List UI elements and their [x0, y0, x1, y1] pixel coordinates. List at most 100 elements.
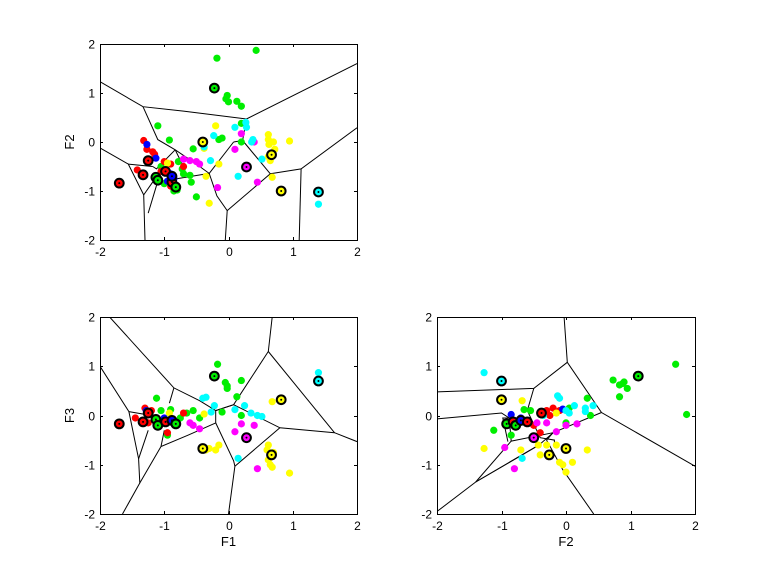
voronoi-edge	[215, 422, 236, 514]
data-point-cyan	[480, 369, 488, 377]
y-tick-label: -2	[421, 508, 432, 522]
data-point-red	[131, 414, 139, 422]
data-point-green	[237, 102, 245, 110]
data-point-yellow	[517, 446, 525, 454]
data-point-green	[237, 376, 245, 385]
data-point-green	[520, 405, 528, 414]
data-point-red	[536, 429, 544, 437]
data-point-magenta	[562, 421, 570, 429]
data-point-cyan	[258, 155, 266, 163]
ticks: -2 -1 0 1 2 -2 -1 0 1 2	[84, 38, 361, 260]
data-point-magenta	[543, 419, 551, 427]
voronoi-edge	[437, 412, 602, 442]
data-point-green	[223, 384, 231, 393]
data-point-magenta	[195, 425, 204, 433]
y-tick-label: -1	[84, 459, 95, 473]
data-point-green	[213, 54, 221, 62]
data-point-yellow	[163, 159, 172, 167]
data-point-magenta	[552, 428, 560, 436]
data-point-red	[546, 411, 554, 420]
voronoi-edge	[160, 430, 165, 447]
data-points	[480, 360, 691, 476]
y-axis-label: F2	[62, 134, 77, 149]
voronoi-edge	[234, 427, 281, 467]
x-tick-label: 2	[354, 519, 361, 533]
data-point-green	[586, 411, 595, 420]
data-point-green	[619, 379, 627, 388]
data-point-cyan	[247, 409, 255, 417]
data-point-yellow	[559, 461, 567, 469]
x-tick-label: -2	[432, 519, 443, 533]
y-tick-label: -1	[84, 185, 95, 199]
data-point-cyan	[555, 394, 564, 402]
data-point-blue	[507, 410, 515, 419]
data-point-green	[623, 384, 631, 393]
data-point-green	[252, 46, 260, 54]
plot-area	[100, 317, 357, 514]
y-tick-label: -1	[421, 459, 432, 473]
x-tick-label: 1	[628, 519, 635, 533]
voronoi-edge	[242, 140, 271, 175]
voronoi-edge	[563, 317, 695, 467]
data-point-yellow	[480, 444, 488, 453]
data-point-magenta	[231, 145, 239, 153]
centroids	[113, 370, 324, 461]
data-point-green	[157, 406, 165, 415]
data-point-green	[237, 411, 245, 420]
x-tick-label: 2	[354, 245, 361, 259]
data-point-red	[163, 429, 172, 437]
y-tick-label: 1	[88, 87, 95, 101]
y-tick-label: -2	[84, 234, 95, 248]
data-point-green	[152, 394, 161, 402]
x-tick-label: 0	[226, 519, 233, 533]
voronoi-edge	[139, 410, 217, 484]
data-point-green	[507, 431, 515, 439]
data-point-yellow	[268, 398, 276, 406]
data-point-blue	[143, 140, 151, 149]
y-axis-label: F3	[62, 408, 77, 423]
axes-frame	[100, 44, 358, 241]
x-tick-label: 2	[692, 519, 699, 533]
data-point-magenta	[501, 443, 509, 452]
data-point-yellow	[568, 458, 577, 466]
data-point-yellow	[205, 199, 213, 207]
data-point-yellow	[165, 409, 173, 417]
data-point-cyan	[242, 123, 251, 131]
x-tick-label: 0	[226, 245, 233, 259]
voronoi-edge	[168, 387, 175, 404]
data-point-yellow	[212, 122, 220, 130]
data-point-green	[683, 410, 691, 419]
data-point-yellow	[552, 409, 560, 417]
data-point-yellow	[268, 463, 276, 471]
x-axis-label: F1	[221, 534, 236, 549]
voronoi-edges	[437, 317, 695, 514]
x-tick-label: 1	[290, 519, 297, 533]
voronoi-edge	[152, 149, 176, 170]
data-point-yellow	[215, 441, 223, 449]
data-point-magenta	[231, 428, 239, 436]
data-point-magenta	[510, 465, 518, 473]
data-point-cyan	[231, 405, 239, 414]
data-point-green	[189, 145, 197, 153]
subplot-f2-f3: -2 -1 0 1 2 -2 -1 0 1 2 F2	[421, 311, 699, 550]
data-point-green	[490, 426, 498, 434]
voronoi-edge	[208, 141, 234, 174]
data-point-cyan	[231, 123, 239, 131]
x-tick-label: -2	[95, 519, 106, 533]
data-point-yellow	[583, 446, 591, 454]
data-point-green	[233, 97, 241, 105]
data-point-blue	[152, 154, 160, 162]
y-tick-label: 2	[425, 311, 432, 325]
x-axis-label: F2	[558, 534, 573, 549]
data-point-red	[179, 162, 188, 171]
x-tick-label: 0	[563, 519, 570, 533]
data-point-yellow	[285, 469, 294, 477]
data-point-cyan	[314, 200, 323, 208]
data-point-cyan	[210, 132, 218, 140]
plot-area	[100, 46, 357, 240]
data-point-yellow	[518, 397, 526, 405]
data-point-cyan	[234, 454, 242, 462]
centroids	[113, 82, 324, 198]
y-tick-label: 0	[425, 410, 432, 424]
data-point-cyan	[570, 402, 578, 410]
